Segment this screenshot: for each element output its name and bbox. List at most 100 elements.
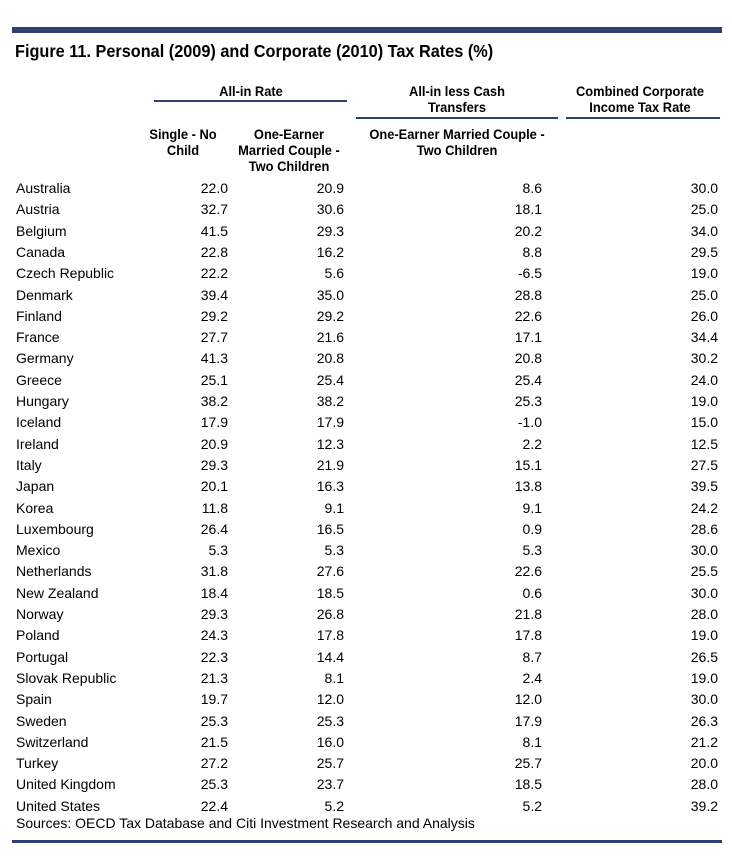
- value-cell: 31.8: [200, 563, 228, 580]
- value-cell: 0.9: [522, 520, 542, 537]
- table-row: Italy 29.3 21.9 15.1 27.5: [0, 455, 732, 476]
- value-cell: 12.3: [316, 435, 344, 452]
- value-cell: 30.2: [690, 350, 718, 367]
- value-cell: 21.5: [200, 733, 228, 750]
- value-cell: 25.4: [514, 371, 542, 388]
- table-row: Korea 11.8 9.1 9.1 24.2: [0, 498, 732, 519]
- country-label: Italy: [16, 456, 42, 473]
- value-cell: 41.3: [200, 350, 228, 367]
- value-cell: 19.0: [690, 393, 718, 409]
- value-cell: 22.6: [514, 307, 542, 324]
- value-cell: 29.2: [200, 307, 228, 324]
- value-cell: 32.7: [200, 201, 228, 218]
- figure-title: Figure 11. Personal (2009) and Corporate…: [15, 41, 494, 61]
- value-cell: 19.0: [690, 265, 718, 282]
- value-cell: 27.2: [200, 755, 228, 772]
- country-label: Portugal: [16, 648, 69, 665]
- value-cell: 25.5: [690, 563, 718, 580]
- value-cell: 21.2: [690, 733, 718, 750]
- country-label: Norway: [16, 606, 64, 622]
- value-cell: 12.5: [690, 435, 718, 452]
- group-header-corporate-line1: Combined Corporate: [575, 83, 705, 99]
- value-cell: 18.5: [316, 584, 344, 601]
- value-cell: 17.1: [514, 329, 542, 346]
- value-cell: 28.6: [690, 520, 718, 537]
- top-rule: [12, 27, 722, 33]
- value-cell: 25.0: [690, 286, 718, 303]
- table-row: Greece 25.1 25.4 25.4 24.0: [0, 370, 732, 391]
- table-row: Portugal 22.3 14.4 8.7 26.5: [0, 647, 732, 668]
- value-cell: 29.2: [316, 307, 344, 324]
- value-cell: 19.7: [200, 691, 228, 708]
- country-label: Germany: [16, 350, 74, 367]
- value-cell: 9.1: [522, 499, 542, 516]
- table-row: Canada 22.8 16.2 8.8 29.5: [0, 242, 732, 263]
- value-cell: 21.8: [514, 606, 542, 622]
- group-header-all-in-rate: All-in Rate: [164, 83, 339, 99]
- value-cell: 5.2: [522, 797, 542, 814]
- table-row: Slovak Republic 21.3 8.1 2.4 19.0: [0, 668, 732, 689]
- value-cell: 11.8: [201, 499, 228, 516]
- value-cell: 26.5: [690, 648, 718, 665]
- value-cell: 35.0: [316, 286, 344, 303]
- value-cell: 25.3: [200, 712, 228, 729]
- country-label: Mexico: [16, 542, 61, 559]
- table-row: Switzerland 21.5 16.0 8.1 21.2: [0, 732, 732, 753]
- value-cell: 17.8: [316, 627, 344, 644]
- value-cell: 21.9: [316, 456, 344, 473]
- value-cell: 22.2: [200, 265, 228, 282]
- column-header-single-line1: Single - No: [149, 126, 217, 142]
- column-header-less-cash-line2: Two Children: [416, 142, 498, 158]
- table-row: Norway 29.3 26.8 21.8 28.0: [0, 604, 732, 625]
- value-cell: 24.2: [690, 499, 718, 516]
- value-cell: 15.0: [690, 414, 718, 431]
- value-cell: 8.6: [522, 180, 542, 196]
- value-cell: 22.8: [200, 243, 228, 260]
- table-row: Iceland 17.9 17.9 -1.0 15.0: [0, 412, 732, 433]
- column-header-married-line2: Married Couple -: [238, 142, 340, 158]
- value-cell: -6.5: [517, 265, 542, 282]
- value-cell: 28.0: [690, 606, 718, 622]
- country-label: Czech Republic: [16, 265, 115, 282]
- value-cell: 19.0: [690, 627, 718, 644]
- country-label: Denmark: [16, 286, 73, 303]
- value-cell: 5.2: [324, 797, 344, 814]
- column-header-single-line2: Child: [166, 142, 200, 158]
- value-cell: 20.0: [690, 755, 718, 772]
- value-cell: 17.9: [514, 712, 542, 729]
- table-row: Netherlands 31.8 27.6 22.6 25.5: [0, 561, 732, 582]
- value-cell: 18.1: [514, 201, 542, 218]
- country-label: Slovak Republic: [16, 669, 117, 686]
- country-label: France: [16, 329, 60, 346]
- country-label: Luxembourg: [16, 520, 94, 537]
- table-row: United States 22.4 5.2 5.2 39.2: [0, 796, 732, 817]
- country-label: Poland: [16, 627, 60, 644]
- group-header-corporate: Combined Corporate Income Tax Rate: [566, 83, 713, 115]
- table-row: Mexico 5.3 5.3 5.3 30.0: [0, 540, 732, 561]
- value-cell: 25.4: [316, 371, 344, 388]
- value-cell: 17.9: [316, 414, 344, 431]
- all-in-less-cash-underline: [356, 117, 558, 119]
- value-cell: 38.2: [316, 393, 344, 409]
- value-cell: 8.1: [522, 733, 542, 750]
- table-row: Australia 22.0 20.9 8.6 30.0: [0, 178, 732, 199]
- value-cell: 12.0: [514, 691, 542, 708]
- value-cell: 18.4: [200, 584, 228, 601]
- value-cell: 16.5: [316, 520, 344, 537]
- value-cell: 41.5: [200, 222, 228, 239]
- value-cell: 18.5: [514, 776, 542, 793]
- value-cell: 28.8: [514, 286, 542, 303]
- country-label: Korea: [16, 499, 54, 516]
- value-cell: 21.6: [316, 329, 344, 346]
- country-label: Switzerland: [16, 733, 89, 750]
- value-cell: 23.7: [316, 776, 344, 793]
- column-header-single: Single - No Child: [142, 126, 225, 158]
- value-cell: 34.4: [690, 329, 718, 346]
- column-header-less-cash-line1: One-Earner Married Couple -: [369, 126, 545, 142]
- value-cell: 30.0: [690, 584, 718, 601]
- country-label: Turkey: [16, 755, 59, 772]
- country-label: New Zealand: [16, 584, 99, 601]
- value-cell: 13.8: [514, 478, 542, 495]
- value-cell: 25.7: [316, 755, 344, 772]
- value-cell: 30.0: [690, 180, 718, 196]
